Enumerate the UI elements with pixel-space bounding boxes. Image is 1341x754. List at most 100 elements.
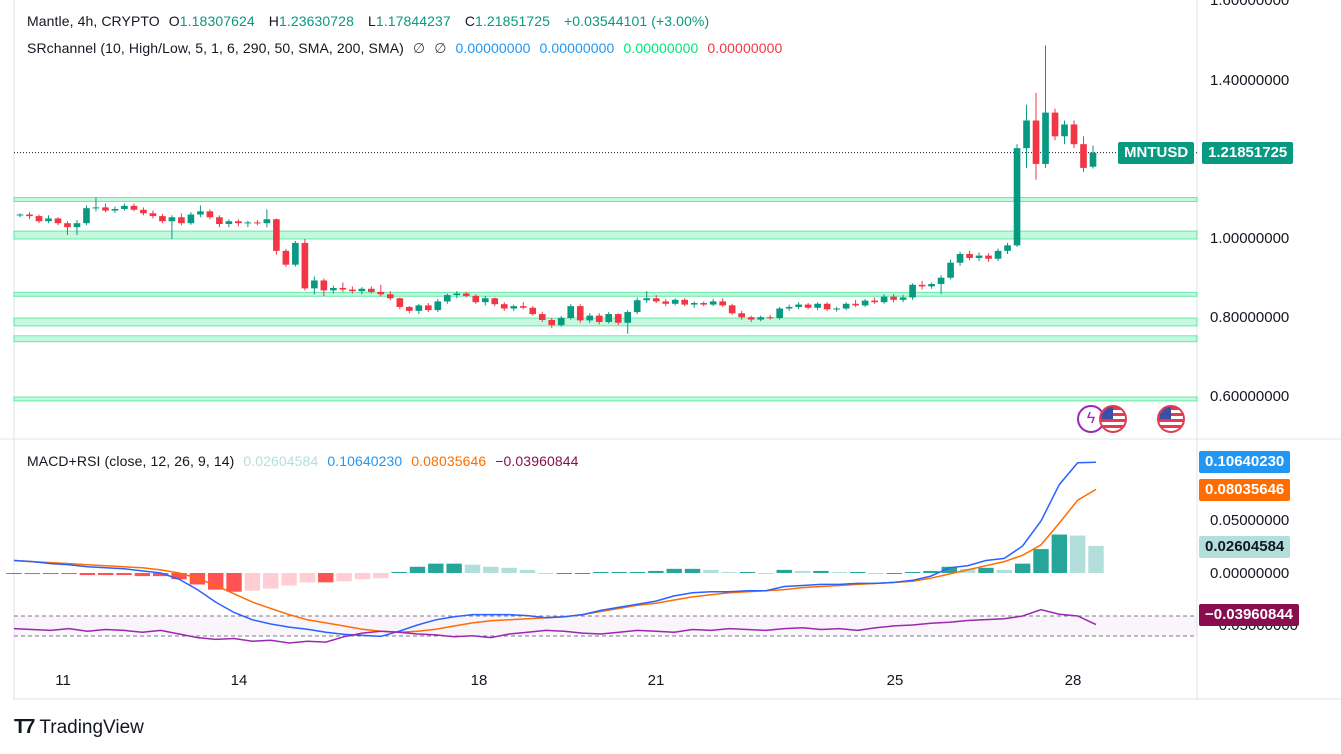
- candle-body: [102, 207, 109, 211]
- histogram-bar: [904, 571, 921, 573]
- candle-body: [121, 205, 128, 209]
- candle-body: [709, 301, 717, 305]
- candle-body: [880, 296, 888, 303]
- macd-axis-label: 0.00000000: [1210, 565, 1290, 582]
- histogram-bar: [336, 573, 352, 582]
- histogram-bar: [849, 571, 866, 573]
- candle-body: [1089, 152, 1097, 167]
- candle-body: [529, 307, 537, 315]
- candle-body: [700, 302, 708, 305]
- symbol-title[interactable]: Mantle, 4h, CRYPTO: [27, 13, 160, 29]
- histogram-bar: [6, 573, 22, 574]
- histogram-bar: [648, 570, 664, 573]
- candle-body: [500, 304, 508, 309]
- candle-body: [576, 306, 584, 321]
- candle-body: [842, 303, 850, 309]
- histogram-bar: [226, 573, 242, 592]
- candle-body: [330, 287, 337, 291]
- candle-body: [966, 254, 973, 258]
- candle-body: [947, 262, 954, 278]
- candle-body: [491, 298, 499, 305]
- candle-body: [225, 221, 233, 224]
- histogram-bar: [134, 573, 151, 577]
- candle-body: [985, 255, 992, 259]
- candle-body: [130, 205, 138, 210]
- open-value: 1.18307624: [179, 13, 255, 29]
- candle-body: [1004, 245, 1011, 251]
- histogram-bar: [208, 573, 224, 590]
- candle-body: [766, 317, 774, 319]
- price-axis-label: 1.00000000: [1210, 230, 1290, 247]
- date-axis-label: 11: [55, 672, 71, 689]
- candle-body: [159, 216, 166, 222]
- srchannel-title[interactable]: SRchannel (10, High/Low, 5, 1, 6, 290, 5…: [27, 40, 404, 56]
- high-value: 1.23630728: [278, 13, 354, 29]
- candle-body: [1051, 112, 1059, 137]
- histogram-bar: [1069, 535, 1086, 573]
- macd-signal-value: 0.08035646: [411, 453, 487, 469]
- histogram-bar: [574, 573, 591, 574]
- candle-body: [405, 306, 413, 311]
- candle-body: [804, 304, 812, 308]
- flag-canton: [1101, 407, 1113, 419]
- histogram-bar: [354, 573, 371, 580]
- candle-body: [45, 218, 52, 222]
- candle-body: [26, 214, 33, 217]
- histogram-bar: [79, 573, 96, 576]
- candle-body: [624, 312, 632, 323]
- histogram-bar: [318, 573, 334, 583]
- macd-rsi-value: −0.03960844: [495, 453, 579, 469]
- histogram-bar: [171, 573, 187, 580]
- us-flag-event-icon[interactable]: [1157, 405, 1185, 433]
- srchannel-legend[interactable]: SRchannel (10, High/Low, 5, 1, 6, 290, 5…: [27, 40, 787, 57]
- histogram-bar: [97, 573, 114, 576]
- candle-body: [690, 302, 698, 305]
- candle-body: [1013, 148, 1021, 246]
- candle-body: [1070, 124, 1078, 145]
- hist-value-badge: 0.02604584: [1199, 536, 1291, 558]
- candle-body: [776, 308, 783, 318]
- candle-body: [994, 250, 1002, 259]
- srchannel-value-3: 0.00000000: [623, 40, 699, 56]
- histogram-bar: [1051, 534, 1068, 573]
- candle-body: [557, 318, 565, 326]
- close-value: 1.21851725: [475, 13, 550, 29]
- sr-zone: [13, 291, 1198, 297]
- candle-body: [738, 313, 745, 318]
- candle-body: [538, 314, 546, 320]
- tradingview-logo-icon: T7: [14, 716, 35, 738]
- candle-body: [244, 222, 252, 224]
- candle-body: [643, 298, 651, 301]
- histogram-bar: [721, 571, 737, 573]
- macd-legend[interactable]: MACD+RSI (close, 12, 26, 9, 14) 0.026045…: [27, 453, 584, 469]
- histogram-bar: [501, 567, 517, 573]
- candle-body: [396, 298, 404, 307]
- candle-body: [377, 291, 385, 295]
- candle-body: [273, 219, 280, 251]
- candle-body: [462, 293, 470, 296]
- candle-body: [168, 217, 176, 222]
- histogram-bar: [629, 571, 646, 573]
- candle-body: [605, 314, 613, 322]
- candle-body: [472, 295, 480, 303]
- histogram-bar: [794, 570, 811, 573]
- candle-body: [747, 317, 755, 320]
- date-axis-label: 25: [886, 672, 904, 689]
- histogram-bar: [281, 573, 297, 586]
- sr-zone: [13, 335, 1198, 343]
- candle-body: [254, 222, 261, 224]
- sr-zone: [13, 230, 1198, 240]
- candle-body: [387, 294, 394, 299]
- candle-body: [785, 306, 793, 309]
- date-axis-label: 14: [230, 672, 248, 689]
- macd-title[interactable]: MACD+RSI (close, 12, 26, 9, 14): [27, 453, 235, 469]
- tradingview-brand[interactable]: T7 TradingView: [14, 716, 144, 739]
- candle-body: [614, 314, 622, 323]
- main-legend[interactable]: Mantle, 4h, CRYPTO O1.18307624 H1.236307…: [27, 13, 714, 29]
- candle-body: [510, 306, 518, 309]
- us-flag-event-icon[interactable]: [1099, 405, 1127, 433]
- candle-body: [197, 211, 204, 215]
- candle-body: [453, 293, 461, 296]
- candle-body: [909, 284, 916, 298]
